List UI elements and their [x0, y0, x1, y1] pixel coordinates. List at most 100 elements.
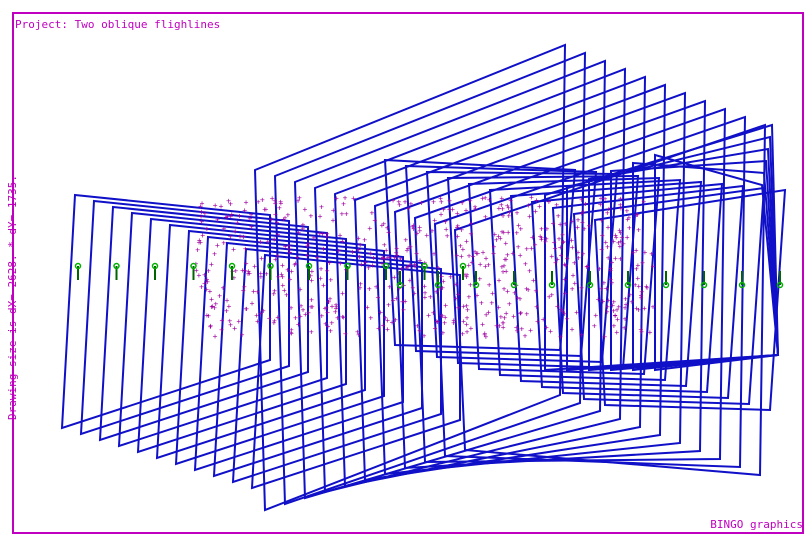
tie-point: +: [315, 253, 320, 262]
tie-point: +: [308, 212, 313, 221]
image-footprint: [433, 115, 747, 469]
tie-point: +: [340, 289, 345, 298]
tie-point: +: [299, 301, 304, 310]
tie-point: +: [544, 323, 549, 332]
tie-point: +: [431, 198, 436, 207]
tie-point: +: [356, 246, 361, 255]
tie-point: +: [541, 315, 546, 324]
tie-point: +: [271, 319, 276, 328]
tie-point: +: [471, 252, 476, 261]
tie-point: +: [233, 267, 238, 276]
tie-point: +: [381, 321, 386, 330]
tie-point: +: [579, 209, 584, 218]
image-footprint: [393, 99, 707, 470]
tie-point: +: [613, 311, 618, 320]
tie-point: +: [375, 293, 380, 302]
tie-point: +: [434, 317, 439, 326]
tie-point: +: [618, 201, 623, 210]
tie-point: +: [392, 273, 397, 282]
tie-point: +: [600, 297, 605, 306]
tie-point: +: [224, 213, 229, 222]
tie-point: +: [197, 236, 202, 245]
tie-point: +: [502, 285, 507, 294]
image-footprint: [313, 67, 627, 494]
tie-point: +: [242, 206, 247, 215]
tie-point: +: [415, 229, 420, 238]
tie-point: +: [439, 197, 444, 206]
tie-point: +: [497, 322, 502, 331]
tie-point: +: [301, 306, 306, 315]
tie-point: +: [224, 307, 229, 316]
tie-point: +: [343, 330, 348, 339]
tie-point: +: [407, 260, 412, 269]
tie-point: +: [473, 248, 478, 257]
tie-point: +: [605, 303, 610, 312]
tie-point: +: [505, 251, 510, 260]
tie-point: +: [335, 314, 340, 323]
tie-point: +: [467, 252, 472, 261]
tie-point: +: [366, 264, 371, 273]
tie-point: +: [221, 239, 226, 248]
tie-point: +: [263, 205, 268, 214]
tie-point: +: [631, 249, 636, 258]
tie-point: +: [475, 249, 480, 258]
camera-station: [510, 271, 518, 289]
tie-point: +: [539, 235, 544, 244]
tie-point: +: [278, 199, 283, 208]
tie-point: +: [606, 223, 611, 232]
image-footprint: [413, 107, 727, 464]
tie-point: +: [195, 246, 200, 255]
tie-point: +: [606, 254, 611, 263]
tie-point: +: [606, 296, 611, 305]
tie-point: +: [386, 301, 391, 310]
image-footprint: [253, 43, 567, 512]
tie-point: +: [576, 216, 581, 225]
tie-point: +: [579, 196, 584, 205]
tie-point: +: [396, 197, 401, 206]
tie-point: +: [228, 321, 233, 330]
tie-point: +: [384, 246, 389, 255]
tie-point: +: [438, 284, 443, 293]
tie-point: +: [378, 308, 383, 317]
image-footprint: [273, 51, 587, 506]
tie-point: +: [418, 256, 423, 265]
tie-point: +: [559, 305, 564, 314]
tie-point: +: [225, 296, 230, 305]
tie-point: +: [318, 212, 323, 221]
tie-point: +: [608, 275, 613, 284]
tie-point: +: [412, 260, 417, 269]
tie-point: +: [609, 278, 614, 287]
tie-point: +: [604, 284, 609, 293]
tie-point: +: [460, 329, 465, 338]
bingo-graphics-label: BINGO graphics: [710, 518, 803, 531]
camera-station: [459, 262, 467, 280]
image-footprint: [155, 223, 366, 460]
tie-point: +: [385, 325, 390, 334]
tie-point: +: [209, 295, 214, 304]
tie-point: +: [287, 275, 292, 284]
tie-point: +: [592, 322, 597, 331]
tie-point: +: [649, 250, 654, 259]
tie-point: +: [623, 314, 628, 323]
tie-point: +: [217, 292, 222, 301]
tie-point: +: [325, 266, 330, 275]
tie-point: +: [455, 221, 460, 230]
tie-point: +: [558, 220, 563, 229]
tie-point: +: [413, 262, 418, 271]
tie-point: +: [614, 233, 619, 242]
tie-points: ++++++++++++++++++++++++++++++++++++++++…: [193, 193, 655, 342]
tie-point: +: [339, 209, 344, 218]
tie-point: +: [324, 303, 329, 312]
tie-point: +: [280, 273, 285, 282]
tie-point: +: [511, 312, 516, 321]
tie-point: +: [484, 254, 489, 263]
tie-point: +: [483, 194, 488, 203]
tie-point: +: [618, 228, 623, 237]
tie-point: +: [501, 268, 506, 277]
camera-station: [396, 271, 404, 289]
tie-point: +: [258, 238, 263, 247]
tie-point: +: [228, 212, 233, 221]
tie-point: +: [221, 225, 226, 234]
camera-station: [700, 271, 708, 289]
tie-point: +: [289, 325, 294, 334]
